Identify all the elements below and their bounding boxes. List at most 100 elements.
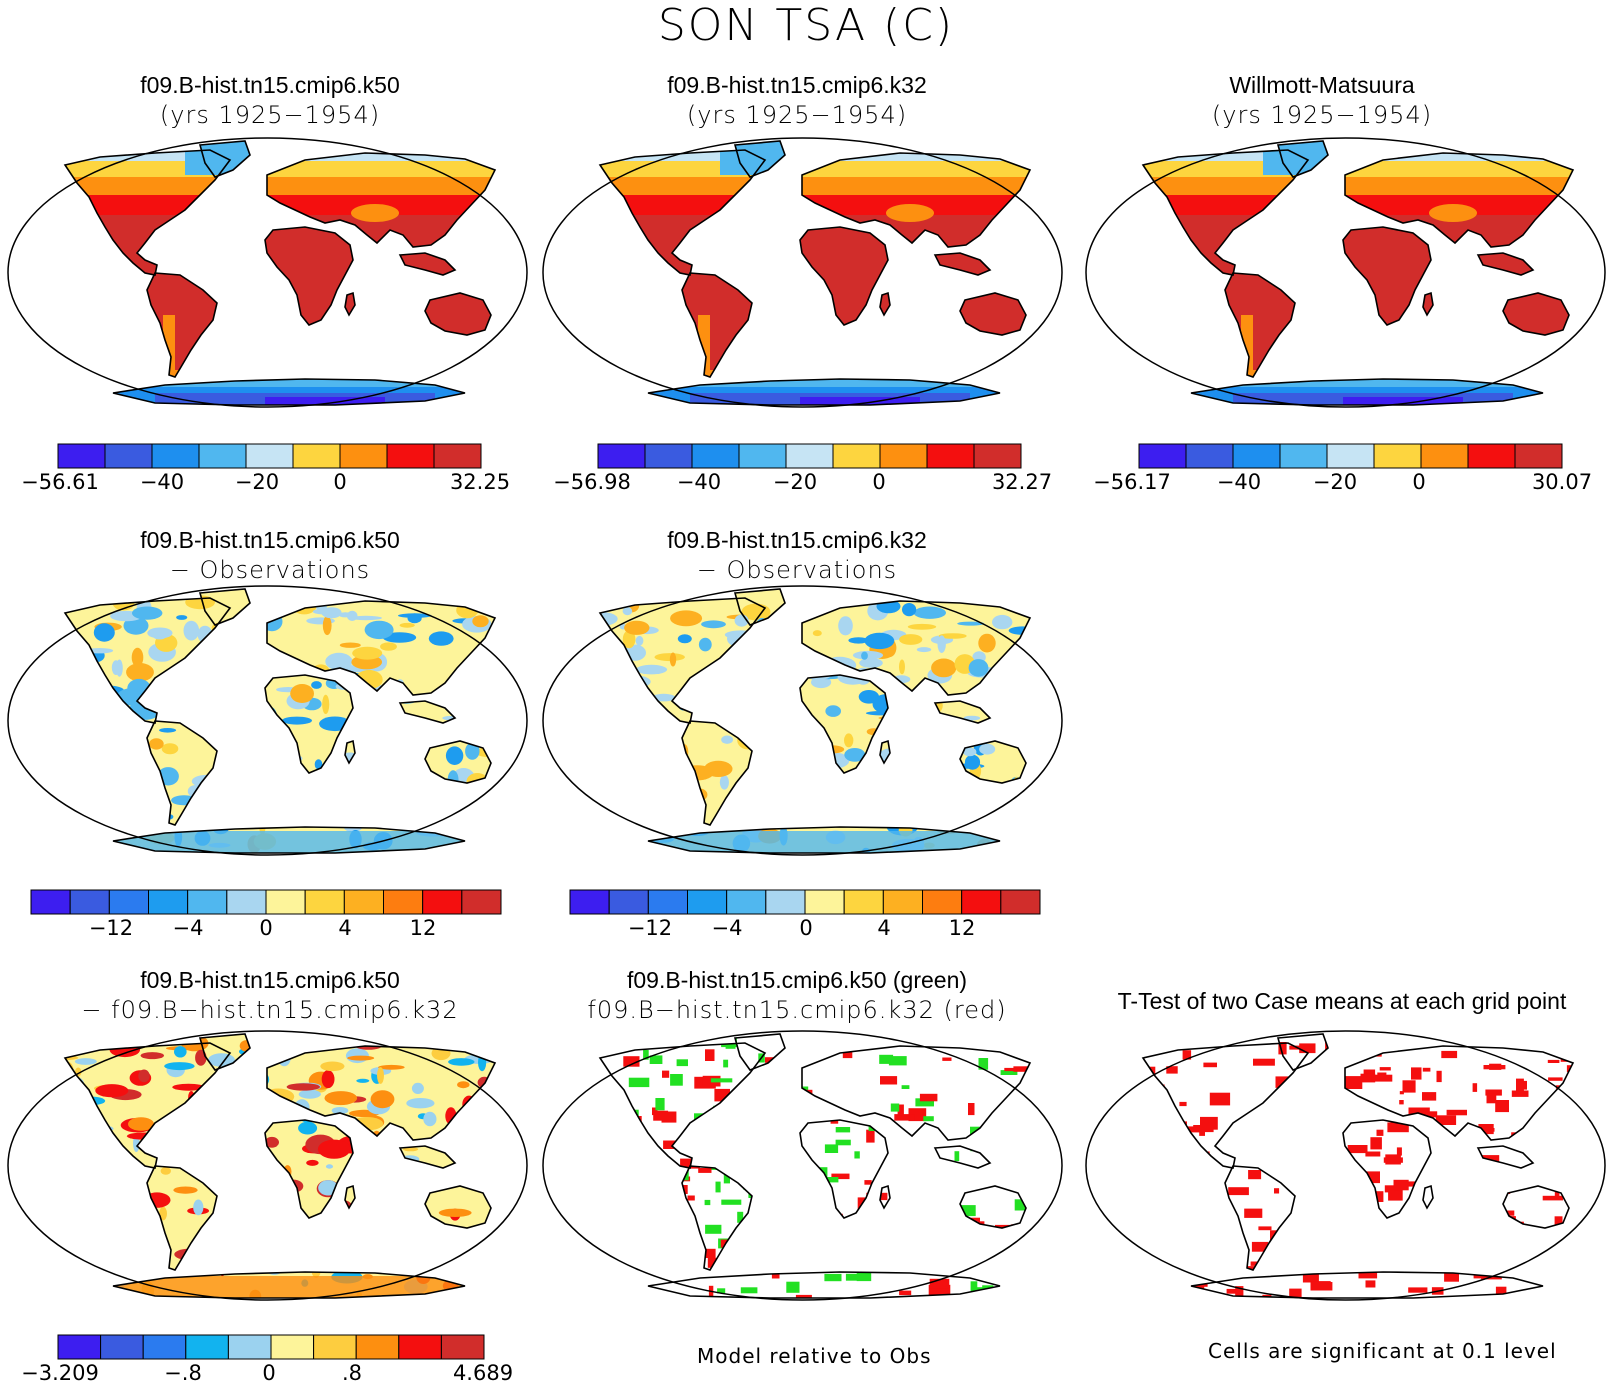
colorbar-tick-label: 0 — [262, 1361, 275, 1385]
colorbar-tick-label: −12 — [89, 916, 133, 940]
colorbar-tick-label: 0 — [799, 916, 812, 940]
colorbar-tick-label: −56.98 — [553, 470, 631, 494]
panel-title-line1: f09.B-hist.tn15.cmip6.k50 — [140, 967, 400, 993]
panel-title-line1: T-Test of two Case means at each grid po… — [1117, 988, 1567, 1014]
colorbar-swatch — [386, 443, 435, 469]
colorbar-swatch — [738, 443, 787, 469]
panel-title-line1: f09.B-hist.tn15.cmip6.k32 — [667, 527, 927, 553]
colorbar-tick-label: −56.61 — [21, 470, 99, 494]
colorbar-swatch — [1185, 443, 1234, 469]
colorbar-swatch — [265, 889, 306, 915]
panel-title-line2: − Observations — [696, 556, 898, 584]
colorbar-tick-label: −20 — [235, 470, 279, 494]
colorbar-swatch — [832, 443, 881, 469]
colorbar-swatch — [569, 889, 610, 915]
colorbar-swatch — [973, 443, 1022, 469]
colorbar-swatch — [1232, 443, 1281, 469]
colorbar-swatch — [185, 1334, 229, 1360]
colorbar-swatch — [687, 889, 728, 915]
colorbar-swatch — [104, 443, 153, 469]
colorbar-swatch — [343, 889, 385, 915]
colorbar-swatch — [187, 889, 228, 915]
map-panel-p1 — [7, 137, 528, 408]
colorbar-swatch — [843, 889, 884, 915]
panel-title-p6: f09.B-hist.tn15.cmip6.k50 − f09.B−hist.t… — [20, 965, 520, 1025]
map-panel-p7 — [542, 1030, 1063, 1301]
panel-title-line1: Willmott-Matsuura — [1229, 72, 1415, 98]
colorbar-swatch — [726, 889, 767, 915]
colorbar-tick-label: 0 — [872, 470, 885, 494]
panel-title-line1: f09.B-hist.tn15.cmip6.k50 — [140, 527, 400, 553]
panel-title-p8: T-Test of two Case means at each grid po… — [1072, 986, 1612, 1016]
colorbar-tick-label: −.8 — [164, 1361, 202, 1385]
colorbar-p3: −56.17 −40 −20 0 30.07 — [1093, 443, 1592, 494]
colorbar-swatch — [108, 889, 150, 915]
colorbar-p2: −56.98 −40 −20 0 32.27 — [553, 443, 1052, 494]
colorbar-tick-label: −40 — [677, 470, 721, 494]
panel-title-line1: f09.B-hist.tn15.cmip6.k50 (green) — [626, 967, 968, 993]
panel-title-line2: − f09.B−hist.tn15.cmip6.k32 — [81, 996, 459, 1024]
colorbar-swatch — [926, 443, 975, 469]
colorbar-tick-label: 12 — [410, 916, 437, 940]
colorbar-swatch — [644, 443, 693, 469]
colorbar-tick-label: −56.17 — [1093, 470, 1171, 494]
colorbar-swatch — [1000, 889, 1041, 915]
colorbar-swatch — [1326, 443, 1375, 469]
colorbar-swatch — [608, 889, 649, 915]
colorbar-tick-label: −20 — [1313, 470, 1357, 494]
panel-title-line2: (yrs 1925−1954) — [1211, 101, 1433, 129]
colorbar-swatch — [383, 889, 424, 915]
map-panel-p6 — [7, 1030, 528, 1301]
colorbar-swatch — [227, 1334, 272, 1360]
panel-title-p2: f09.B-hist.tn15.cmip6.k32 (yrs 1925−1954… — [597, 70, 997, 130]
colorbar-swatch — [398, 1334, 442, 1360]
colorbar-p4: −12 −4 0 4 12 — [30, 889, 502, 940]
colorbar-swatch — [647, 889, 689, 915]
colorbar-swatch — [100, 1334, 144, 1360]
colorbar-swatch — [226, 889, 267, 915]
colorbar-swatch — [422, 889, 463, 915]
colorbar-swatch — [1420, 443, 1469, 469]
panel-title-line1: f09.B-hist.tn15.cmip6.k32 — [667, 72, 927, 98]
colorbar-tick-label: 12 — [949, 916, 976, 940]
colorbar-swatch — [198, 443, 247, 469]
panel-title-p4: f09.B-hist.tn15.cmip6.k50 − Observations — [70, 525, 470, 585]
colorbar-tick-label: −40 — [140, 470, 184, 494]
colorbar-tick-label: 30.07 — [1532, 470, 1592, 494]
footnote-model-relative: Model relative to Obs — [697, 1344, 932, 1368]
colorbar-p6: −3.209 −.8 0 .8 4.689 — [21, 1334, 513, 1385]
colorbar-tick-label: −3.209 — [21, 1361, 99, 1385]
colorbar-tick-label: 4.689 — [453, 1361, 513, 1385]
colorbar-tick-label: 4 — [877, 916, 890, 940]
colorbar-swatch — [270, 1334, 315, 1360]
colorbar-swatch — [313, 1334, 357, 1360]
colorbar-tick-label: −4 — [712, 916, 743, 940]
panel-title-p5: f09.B-hist.tn15.cmip6.k32 − Observations — [597, 525, 997, 585]
colorbar-tick-label: 0 — [259, 916, 272, 940]
map-panel-p4 — [7, 585, 528, 856]
colorbar-swatch — [304, 889, 345, 915]
map-panel-p3 — [1085, 137, 1606, 408]
figure-title: SON TSA (C) — [657, 0, 955, 51]
colorbar-swatch — [1279, 443, 1328, 469]
panel-title-line2: (yrs 1925−1954) — [686, 101, 908, 129]
panel-title-p3: Willmott-Matsuura (yrs 1925−1954) — [1122, 70, 1522, 130]
panel-title-line2: f09.B−hist.tn15.cmip6.k32 (red) — [587, 996, 1007, 1024]
panel-title-line2: − Observations — [169, 556, 371, 584]
colorbar-tick-label: 4 — [338, 916, 351, 940]
colorbar-tick-label: −40 — [1217, 470, 1261, 494]
colorbar-tick-label: −4 — [173, 916, 204, 940]
colorbar-p1: −56.61 −40 −20 0 32.25 — [21, 443, 510, 494]
colorbar-swatch — [69, 889, 110, 915]
colorbar-swatch — [882, 889, 924, 915]
colorbar-swatch — [961, 889, 1002, 915]
colorbar-swatch — [1467, 443, 1516, 469]
colorbar-swatch — [1514, 443, 1563, 469]
colorbar-p5: −12 −4 0 4 12 — [569, 889, 1041, 940]
colorbar-tick-label: 0 — [1412, 470, 1425, 494]
colorbar-swatch — [785, 443, 834, 469]
colorbar-swatch — [245, 443, 294, 469]
colorbar-tick-label: −20 — [773, 470, 817, 494]
colorbar-tick-label: −12 — [628, 916, 672, 940]
colorbar-swatch — [691, 443, 740, 469]
